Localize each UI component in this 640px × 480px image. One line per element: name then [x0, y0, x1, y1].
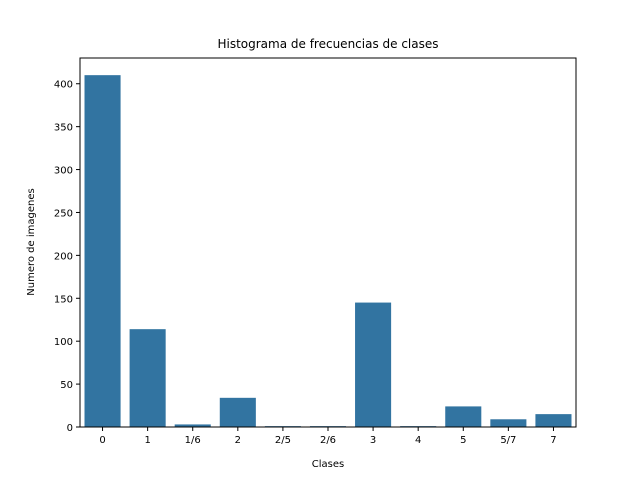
y-tick-label: 300 — [54, 166, 73, 177]
bar-1-6 — [174, 424, 211, 427]
y-axis-label: Numero de imagenes — [26, 188, 37, 295]
y-tick-label: 200 — [54, 251, 73, 262]
bar-2 — [219, 397, 256, 427]
x-tick-label: 0 — [99, 435, 105, 446]
bar-5-7 — [490, 419, 527, 427]
x-tick-label: 2/5 — [275, 435, 291, 446]
chart-title: Histograma de frecuencias de clases — [217, 37, 438, 51]
x-axis: 0 1 1/6 2 2/5 2/6 3 4 5 5/7 7 — [99, 427, 557, 446]
bar-7 — [535, 414, 572, 427]
x-tick-label: 2/6 — [320, 435, 336, 446]
x-tick-label: 4 — [415, 435, 421, 446]
y-tick-label: 100 — [54, 337, 73, 348]
bar-5 — [445, 406, 482, 427]
x-tick-label: 2 — [235, 435, 241, 446]
x-tick-label: 7 — [550, 435, 556, 446]
y-tick-label: 400 — [54, 80, 73, 91]
x-tick-label: 5/7 — [500, 435, 516, 446]
x-tick-label: 3 — [370, 435, 376, 446]
x-tick-label: 1 — [144, 435, 150, 446]
y-tick-label: 50 — [60, 380, 73, 391]
y-tick-label: 250 — [54, 208, 73, 219]
bars-group — [84, 75, 572, 427]
x-tick-label: 5 — [460, 435, 466, 446]
y-tick-label: 0 — [67, 423, 73, 434]
bar-0 — [84, 75, 121, 427]
x-axis-label: Clases — [312, 459, 344, 470]
bar-1 — [129, 329, 166, 427]
y-tick-label: 350 — [54, 123, 73, 134]
x-tick-label: 1/6 — [185, 435, 201, 446]
y-axis: 0 50 100 150 200 250 300 350 400 — [54, 80, 80, 434]
y-tick-label: 150 — [54, 294, 73, 305]
bar-3 — [355, 302, 392, 427]
